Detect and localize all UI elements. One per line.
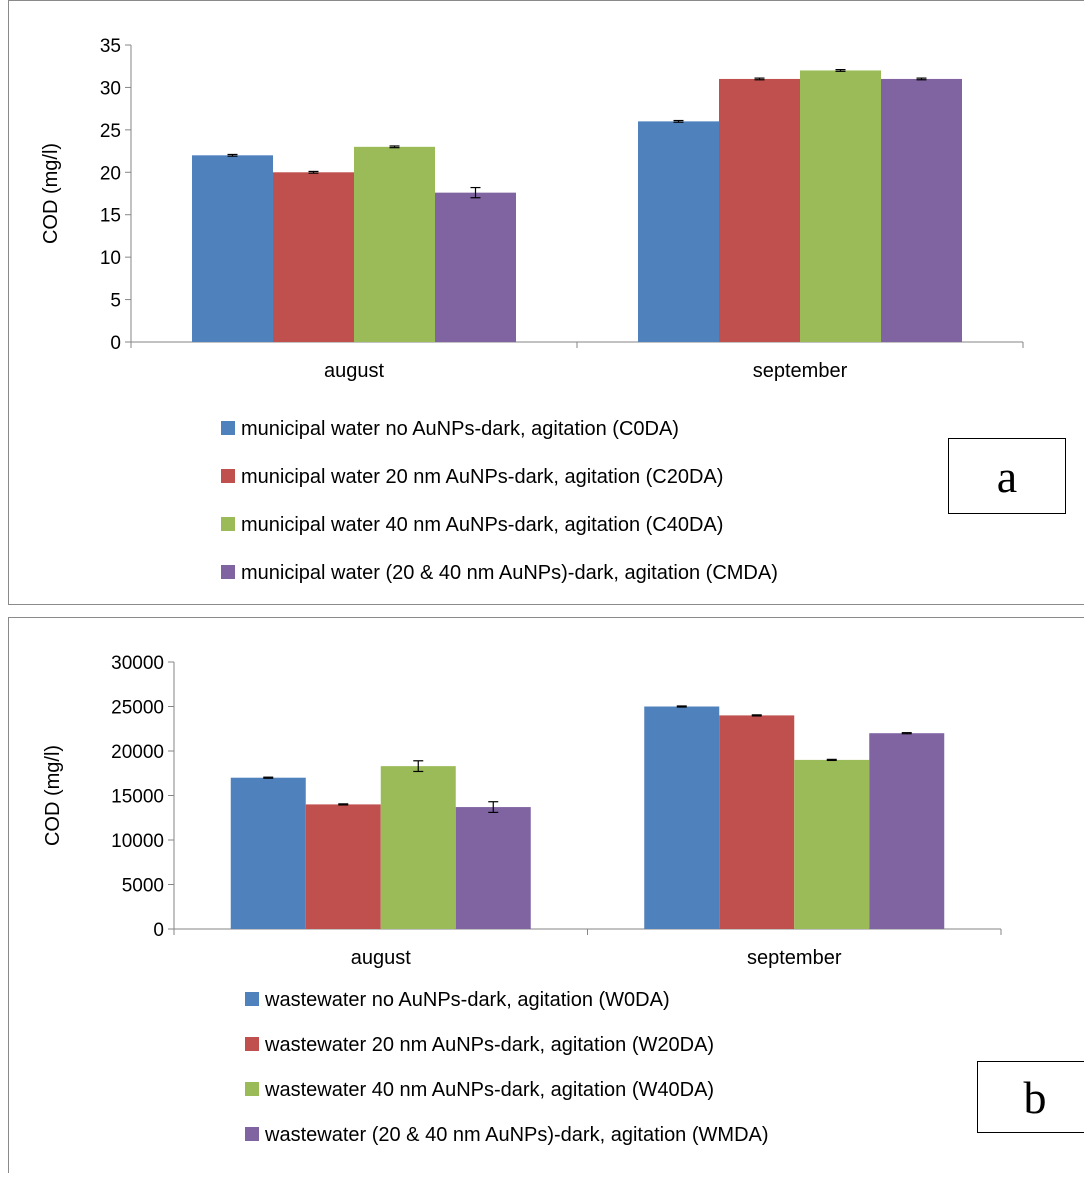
- bar-september-series-2: [719, 78, 800, 342]
- y-tick-label: 5000: [122, 876, 164, 897]
- chart-a: 0 5 10 15 20 25 30 35 COD (mg/l) august september m…: [40, 36, 1024, 584]
- legend-entry-4: wastewater (20 & 40 nm AuNPs)-dark, agit…: [264, 1124, 769, 1146]
- bar-august-series-3: [354, 146, 435, 342]
- y-tick-label: 15000: [111, 787, 164, 808]
- y-tick-label: 30000: [111, 653, 164, 674]
- legend-swatch-4: [221, 565, 235, 579]
- y-tick-label: 35: [100, 36, 121, 57]
- bar-august-series-4: [435, 192, 516, 342]
- y-tick-label: 20000: [111, 742, 164, 763]
- bar-september-series-4: [869, 733, 945, 929]
- chart-panel-a: 0 5 10 15 20 25 30 35 COD (mg/l) august september m…: [8, 0, 1084, 605]
- y-tick-label: 10: [100, 248, 121, 269]
- bar-september-series-1: [638, 121, 719, 342]
- x-category-label: september: [753, 360, 848, 382]
- y-tick-label: 20: [100, 163, 121, 184]
- legend-entry-3: municipal water 40 nm AuNPs-dark, agitat…: [241, 514, 723, 536]
- y-axis-title: COD (mg/l): [42, 745, 64, 846]
- chart-panel-b: 0 5000 10000 15000 20000 25000 30000 COD (mg/l)…: [8, 617, 1084, 1173]
- y-tick-label: 25000: [111, 698, 164, 719]
- panel-label-a: a: [948, 438, 1066, 514]
- legend-entry-2: municipal water 20 nm AuNPs-dark, agitat…: [241, 466, 723, 488]
- panel-label-b: b: [977, 1061, 1084, 1133]
- legend-swatch-2: [245, 1037, 259, 1051]
- legend-entry-2: wastewater 20 nm AuNPs-dark, agitation (…: [264, 1034, 714, 1056]
- y-tick-label: 15: [100, 206, 121, 227]
- x-category-label: august: [324, 360, 384, 382]
- bar-august-series-2: [305, 804, 381, 929]
- bar-august-series-1: [192, 155, 273, 342]
- y-axis-title: COD (mg/l): [40, 143, 62, 244]
- y-tick-label: 10000: [111, 831, 164, 852]
- y-tick-label: 30: [100, 78, 121, 99]
- bar-august-series-1: [230, 777, 306, 929]
- bar-august-series-4: [455, 807, 531, 929]
- bar-september-series-3: [800, 70, 881, 342]
- bar-august-series-2: [273, 172, 354, 342]
- legend-entry-3: wastewater 40 nm AuNPs-dark, agitation (…: [264, 1079, 714, 1101]
- bar-september-series-4: [881, 78, 962, 342]
- bar-september-series-2: [719, 715, 795, 929]
- bar-september-series-3: [794, 759, 870, 929]
- legend-entry-4: municipal water (20 & 40 nm AuNPs)-dark,…: [241, 562, 778, 584]
- legend-swatch-4: [245, 1127, 259, 1141]
- legend-swatch-1: [245, 992, 259, 1006]
- chart-b: 0 5000 10000 15000 20000 25000 30000 COD (mg/l)…: [42, 653, 1002, 1146]
- y-tick-label: 5: [110, 291, 121, 312]
- legend-swatch-2: [221, 469, 235, 483]
- y-tick-label: 0: [153, 920, 164, 941]
- legend-swatch-1: [221, 421, 235, 435]
- x-category-label: august: [351, 947, 411, 969]
- legend-swatch-3: [221, 517, 235, 531]
- bar-september-series-1: [644, 706, 720, 929]
- legend-swatch-3: [245, 1082, 259, 1096]
- bar-august-series-3: [380, 766, 456, 929]
- legend-entry-1: municipal water no AuNPs-dark, agitation…: [241, 418, 679, 440]
- y-tick-label: 0: [110, 333, 121, 354]
- y-tick-label: 25: [100, 121, 121, 142]
- x-category-label: september: [747, 947, 842, 969]
- legend-entry-1: wastewater no AuNPs-dark, agitation (W0D…: [264, 989, 670, 1011]
